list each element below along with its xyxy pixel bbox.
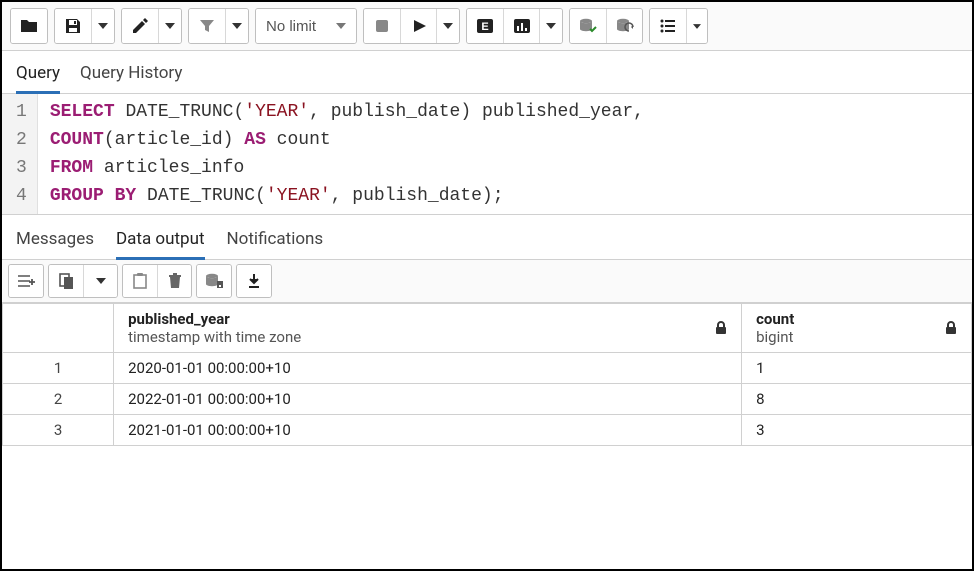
stop-icon [374,18,390,34]
sql-editor[interactable]: 1234 SELECT DATE_TRUNC('YEAR', publish_d… [2,94,972,214]
pencil-icon [131,17,149,35]
copy-button[interactable] [49,265,83,297]
explain-group: E [466,8,563,44]
chevron-down-icon [232,23,242,29]
database-check-icon [578,17,598,35]
filter-icon [198,17,216,35]
filter-group [188,8,249,44]
run-menu-button[interactable] [436,9,459,43]
copy-menu-button[interactable] [83,265,117,297]
code-area[interactable]: SELECT DATE_TRUNC('YEAR', publish_date) … [38,94,656,214]
tab-messages[interactable]: Messages [16,225,94,259]
trash-icon [167,272,183,290]
open-file-group [10,8,48,44]
row-number: 1 [3,353,114,384]
save-icon [64,17,82,35]
line-gutter: 1234 [2,94,38,214]
chevron-down-icon [96,278,106,284]
tab-notifications[interactable]: Notifications [227,225,324,259]
paste-button[interactable] [123,265,157,297]
add-row-button[interactable] [9,265,43,297]
explain-icon: E [475,17,495,35]
results-body: 12020-01-01 00:00:00+10122022-01-01 00:0… [3,353,972,446]
table-row[interactable]: 22022-01-01 00:00:00+108 [3,384,972,415]
column-header[interactable]: published_yeartimestamp with time zone [114,304,742,353]
rollback-button[interactable] [606,9,642,43]
save-button[interactable] [55,9,91,43]
svg-text:E: E [481,21,488,33]
download-button[interactable] [237,265,271,297]
run-button[interactable] [400,9,436,43]
list-menu-button[interactable] [686,9,707,43]
query-tool-window: No limit E [0,0,974,571]
execute-group [363,8,460,44]
chevron-down-icon [165,23,175,29]
save-data-button[interactable] [197,265,231,297]
download-icon [246,272,262,290]
caret-down-icon [336,23,346,29]
tab-data-output[interactable]: Data output [116,225,205,260]
chevron-down-icon [546,23,556,29]
edit-group [121,8,182,44]
explain-analyze-button[interactable] [503,9,539,43]
column-header[interactable]: countbigint [742,304,972,353]
editor-tabs: Query Query History [2,51,972,94]
commit-button[interactable] [570,9,606,43]
list-button[interactable] [650,9,686,43]
database-undo-icon [615,17,635,35]
row-number-header [3,304,114,353]
results-toolbar [2,260,972,303]
chevron-down-icon [443,23,453,29]
edit-menu-button[interactable] [158,9,181,43]
cell[interactable]: 1 [742,353,972,384]
limit-dropdown[interactable]: No limit [256,9,356,43]
row-number: 3 [3,415,114,446]
table-row[interactable]: 32021-01-01 00:00:00+103 [3,415,972,446]
explain-menu-button[interactable] [539,9,562,43]
chart-icon [512,17,532,35]
save-menu-button[interactable] [91,9,114,43]
filter-button[interactable] [189,9,225,43]
results-table: published_yeartimestamp with time zone c… [2,303,972,446]
limit-label: No limit [266,18,316,35]
main-toolbar: No limit E [2,2,972,51]
delete-button[interactable] [157,265,191,297]
tab-query[interactable]: Query [16,59,60,94]
table-row[interactable]: 12020-01-01 00:00:00+101 [3,353,972,384]
chevron-down-icon [98,23,108,29]
cell[interactable]: 2021-01-01 00:00:00+10 [114,415,742,446]
copy-icon [58,272,74,290]
add-row-icon [16,273,36,289]
chevron-down-icon [693,24,701,29]
save-group [54,8,115,44]
list-icon [659,18,677,34]
filter-menu-button[interactable] [225,9,248,43]
play-icon [411,18,427,34]
clipboard-icon [132,272,148,290]
explain-button[interactable]: E [467,9,503,43]
cell[interactable]: 2022-01-01 00:00:00+10 [114,384,742,415]
cell[interactable]: 3 [742,415,972,446]
cell[interactable]: 2020-01-01 00:00:00+10 [114,353,742,384]
folder-icon [19,17,39,35]
results-tabs: Messages Data output Notifications [2,214,972,260]
limit-group: No limit [255,8,357,44]
tab-query-history[interactable]: Query History [80,59,182,93]
cell[interactable]: 8 [742,384,972,415]
database-save-icon [204,272,224,290]
commit-group [569,8,643,44]
edit-button[interactable] [122,9,158,43]
open-file-button[interactable] [11,9,47,43]
stop-button[interactable] [364,9,400,43]
row-number: 2 [3,384,114,415]
macros-group [649,8,708,44]
